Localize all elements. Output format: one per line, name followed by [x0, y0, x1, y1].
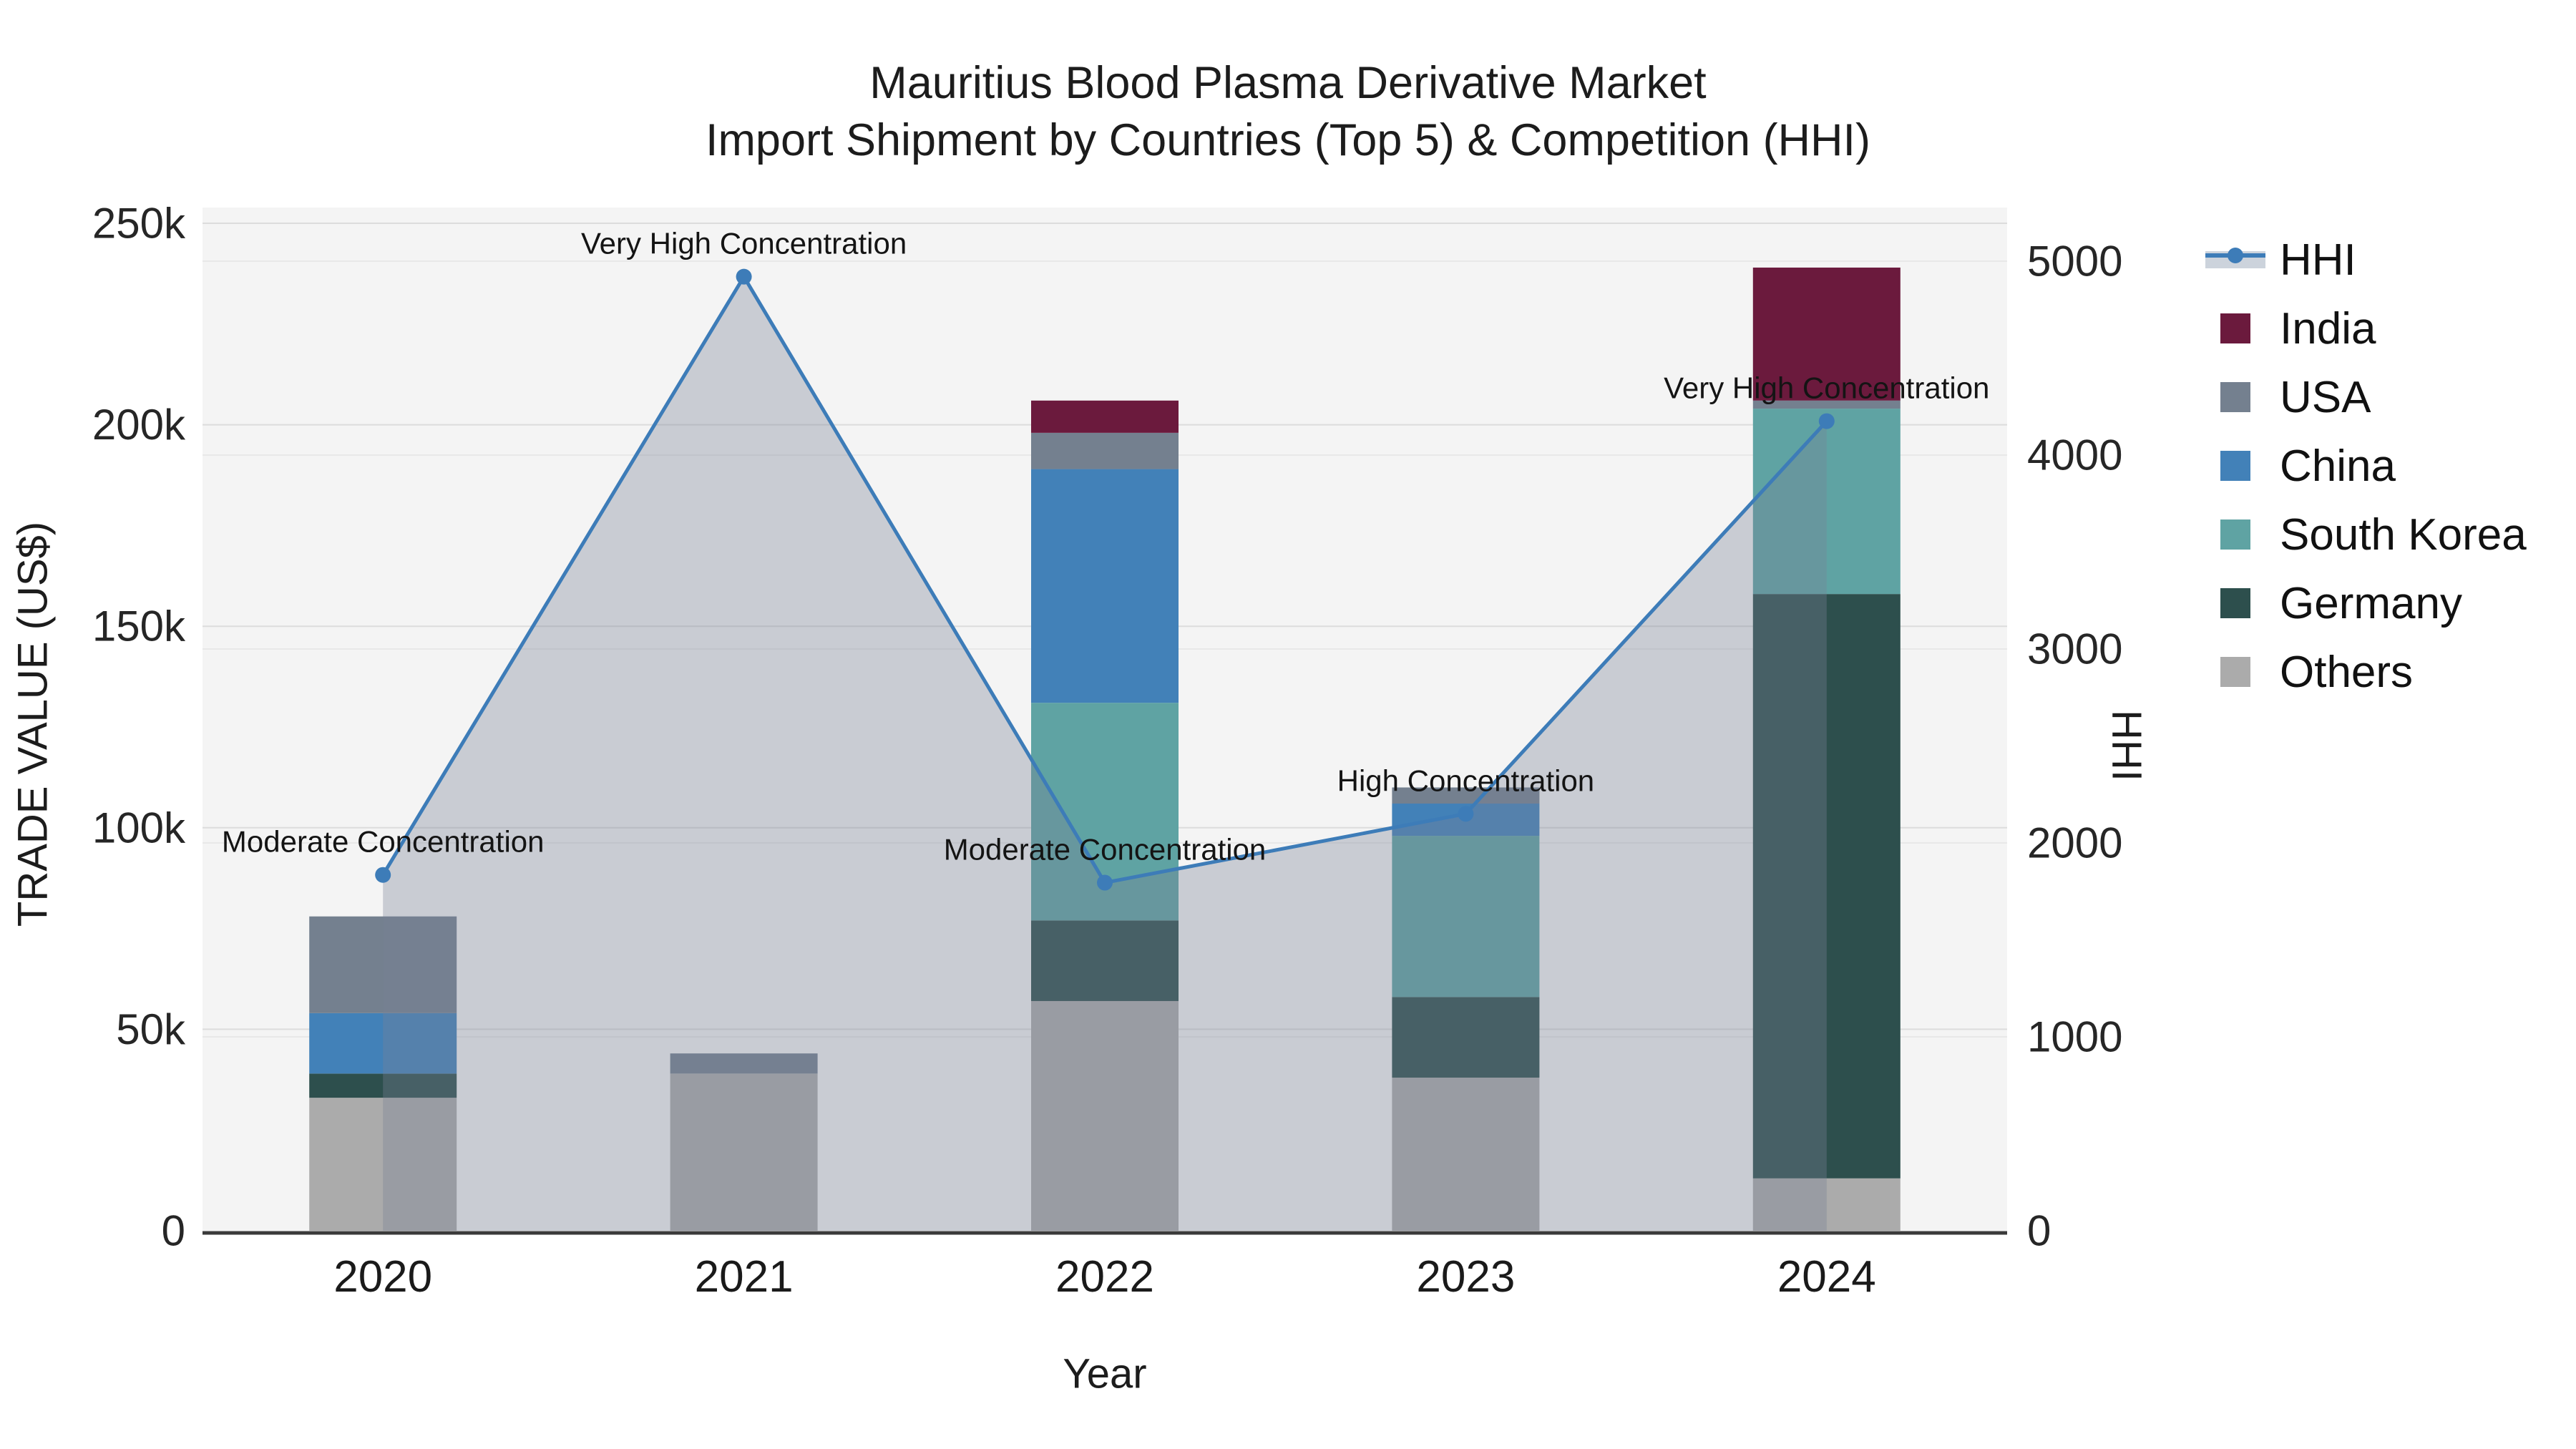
legend-label-usa: USA	[2280, 372, 2371, 422]
bar-segment-india-2022[interactable]	[1031, 400, 1179, 433]
annotation-2021: Very High Concentration	[581, 227, 907, 260]
legend-item-others[interactable]: Others	[2205, 638, 2527, 706]
chart-title-line1: Mauritius Blood Plasma Derivative Market	[869, 58, 1707, 108]
bar-segment-germany-2022[interactable]	[1031, 920, 1179, 1001]
y-right-tick-3000: 3000	[2027, 625, 2122, 673]
annotation-2020: Moderate Concentration	[222, 825, 545, 859]
bar-segment-usa-2023[interactable]	[1392, 787, 1540, 804]
legend-label-germany: Germany	[2280, 578, 2462, 628]
legend-item-china[interactable]: China	[2205, 431, 2527, 500]
y-left-tick-250k: 250k	[92, 200, 186, 248]
bar-segment-usa-2024[interactable]	[1752, 400, 1901, 409]
legend-item-india[interactable]: India	[2205, 294, 2527, 363]
bar-segment-germany-2024[interactable]	[1752, 594, 1901, 1179]
swatch-icon-usa	[2205, 363, 2265, 431]
legend-item-south-korea[interactable]: South Korea	[2205, 500, 2527, 569]
legend-item-germany[interactable]: Germany	[2205, 569, 2527, 638]
chart-title-line2: Import Shipment by Countries (Top 5) & C…	[705, 115, 1871, 165]
legend-swatch-china	[2220, 451, 2250, 481]
x-tick-2020: 2020	[333, 1252, 432, 1302]
bar-segment-others-2024[interactable]	[1752, 1178, 1901, 1231]
y-left-tick-200k: 200k	[92, 401, 186, 449]
legend-label-china: China	[2280, 441, 2396, 491]
hhi-marker-2020[interactable]	[375, 867, 391, 883]
legend-swatch-usa	[2220, 382, 2250, 412]
bar-segment-others-2021[interactable]	[670, 1073, 818, 1231]
legend-swatch-others	[2220, 657, 2250, 687]
bar-segment-china-2020[interactable]	[309, 1013, 457, 1074]
swatch-icon-others	[2205, 638, 2265, 706]
y-left-tick-100k: 100k	[92, 804, 186, 852]
y-right-tick-5000: 5000	[2027, 238, 2122, 286]
y-right-tick-0: 0	[2027, 1207, 2051, 1255]
x-tick-2023: 2023	[1416, 1252, 1515, 1302]
x-axis-title: Year	[1063, 1350, 1147, 1397]
y-left-tick-0: 0	[162, 1207, 185, 1255]
x-tick-2022: 2022	[1055, 1252, 1154, 1302]
y-right-tick-2000: 2000	[2027, 819, 2122, 867]
legend-label-hhi: HHI	[2280, 235, 2356, 285]
legend-item-hhi[interactable]: HHI	[2205, 225, 2527, 294]
legend-label-south-korea: South Korea	[2280, 509, 2527, 560]
bar-segment-china-2022[interactable]	[1031, 469, 1179, 703]
hhi-area-fill	[383, 276, 1827, 1231]
y-left-tick-150k: 150k	[92, 602, 186, 650]
bar-segment-germany-2020[interactable]	[309, 1073, 457, 1098]
y-axis-title-right: HHI	[2103, 710, 2150, 781]
bar-segment-others-2020[interactable]	[309, 1098, 457, 1231]
swatch-icon-china	[2205, 431, 2265, 500]
bar-segment-south-korea-2023[interactable]	[1392, 836, 1540, 997]
annotation-2022: Moderate Concentration	[944, 833, 1267, 867]
y-left-tick-50k: 50k	[116, 1005, 186, 1053]
bar-segment-usa-2021[interactable]	[670, 1053, 818, 1074]
bar-segment-south-korea-2024[interactable]	[1752, 409, 1901, 595]
swatch-icon-germany	[2205, 569, 2265, 638]
legend-swatch-germany	[2220, 588, 2250, 618]
bar-segment-others-2022[interactable]	[1031, 1000, 1179, 1231]
annotation-2024: Very High Concentration	[1664, 371, 1989, 405]
y-right-tick-4000: 4000	[2027, 431, 2122, 479]
hhi-marker-2024[interactable]	[1818, 413, 1835, 429]
bar-segment-others-2023[interactable]	[1392, 1077, 1540, 1231]
legend: HHI India USA China South Korea Germany Others	[2205, 225, 2527, 706]
bar-segment-usa-2020[interactable]	[309, 916, 457, 1013]
hhi-marker-2023[interactable]	[1458, 806, 1474, 822]
bar-segment-germany-2023[interactable]	[1392, 997, 1540, 1078]
hhi-marker-2021[interactable]	[736, 268, 752, 285]
y-right-tick-1000: 1000	[2027, 1013, 2122, 1061]
legend-swatch-india	[2220, 313, 2250, 343]
legend-swatch-south-korea	[2220, 519, 2250, 550]
bar-segment-india-2024[interactable]	[1752, 267, 1901, 401]
legend-label-others: Others	[2280, 647, 2414, 697]
swatch-icon-india	[2205, 294, 2265, 363]
legend-item-usa[interactable]: USA	[2205, 363, 2527, 431]
x-tick-2024: 2024	[1777, 1252, 1876, 1302]
swatch-icon-south-korea	[2205, 500, 2265, 569]
hhi-line-icon	[2205, 225, 2265, 294]
x-tick-2021: 2021	[695, 1252, 794, 1302]
bar-segment-usa-2022[interactable]	[1031, 432, 1179, 469]
y-axis-title-left: TRADE VALUE (US$)	[9, 521, 57, 927]
annotation-2023: High Concentration	[1337, 763, 1595, 797]
legend-label-india: India	[2280, 303, 2376, 353]
hhi-marker-2022[interactable]	[1097, 874, 1113, 891]
